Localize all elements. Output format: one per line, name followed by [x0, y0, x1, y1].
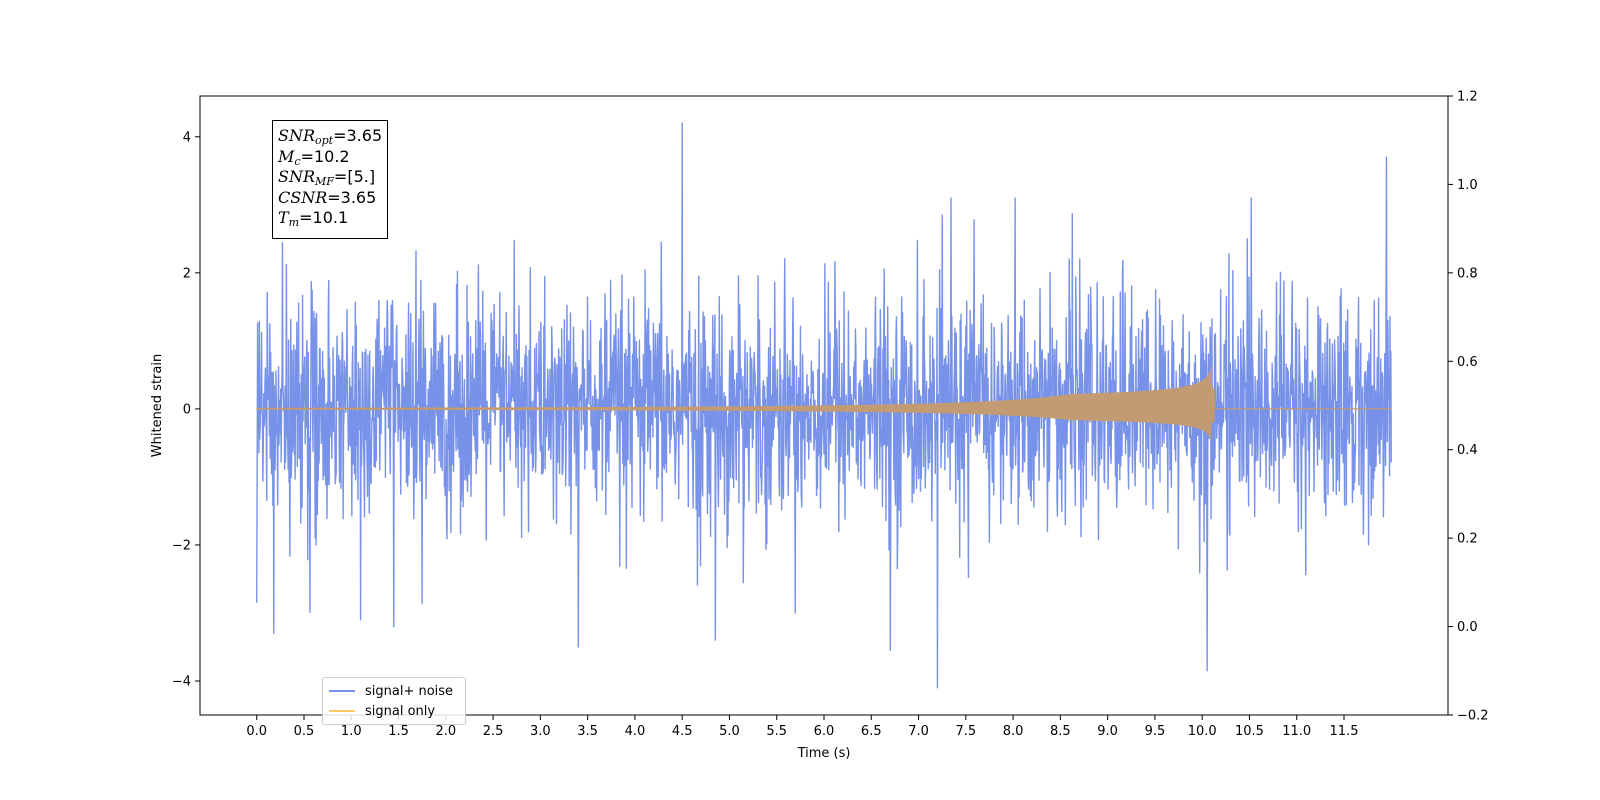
y-tick-label: −2	[172, 538, 191, 553]
y2-tick-label: 0.4	[1457, 443, 1478, 458]
y-tick-label: 0	[183, 402, 191, 417]
legend-label-signal: signal only	[365, 703, 436, 719]
x-tick-label: 10.5	[1235, 724, 1264, 739]
parameters-annotation-box: SNRopt=3.65 Mc=10.2 SNRMF=[5.] CSNR=3.65…	[272, 120, 388, 239]
x-tick-label: 4.5	[672, 724, 693, 739]
x-tick-label: 8.5	[1050, 724, 1071, 739]
y-tick-label: 2	[183, 266, 191, 281]
merger-time-line: Tm=10.1	[278, 208, 349, 230]
y-axis-label: Whitened strain	[150, 354, 165, 457]
legend-swatch-signal	[329, 710, 355, 712]
legend-label-noise: signal+ noise	[365, 683, 454, 699]
x-tick-label: 0.5	[294, 724, 315, 739]
y2-tick-label: 0.2	[1457, 532, 1478, 547]
y2-tick-label: 1.0	[1457, 178, 1478, 193]
plot-area	[256, 122, 1392, 689]
x-tick-label: 1.0	[341, 724, 362, 739]
x-tick-label: 10.0	[1188, 724, 1217, 739]
csnr-line: CSNR=3.65	[278, 187, 377, 207]
x-tick-label: 9.0	[1097, 724, 1118, 739]
y-tick-label: −4	[172, 674, 191, 689]
legend: signal+ noise signal only	[322, 677, 466, 725]
legend-entry-signal: signal only	[329, 701, 465, 721]
x-axis-label: Time (s)	[797, 746, 851, 761]
y2-tick-label: 0.6	[1457, 355, 1478, 370]
x-tick-label: 6.0	[814, 724, 835, 739]
y2-tick-label: −0.2	[1457, 709, 1489, 724]
x-tick-label: 7.0	[908, 724, 929, 739]
x-tick-label: 9.5	[1145, 724, 1166, 739]
x-tick-label: 11.5	[1330, 724, 1359, 739]
snr-mf-line: SNRMF=[5.]	[278, 167, 376, 189]
x-tick-label: 6.5	[861, 724, 882, 739]
series-signal-only	[256, 366, 1392, 440]
x-tick-label: 4.0	[625, 724, 646, 739]
x-tick-label: 7.5	[955, 724, 976, 739]
legend-swatch-noise	[329, 690, 355, 692]
x-tick-label: 0.0	[246, 724, 267, 739]
x-tick-label: 3.0	[530, 724, 551, 739]
axes: 0.0 0.5 1.0 1.5 2.0 2.5 3.0 3.5 4.0 4.5 5.0 5.5 6.0 6…	[172, 90, 1489, 740]
x-tick-label: 11.0	[1282, 724, 1311, 739]
y2-tick-label: 0.8	[1457, 266, 1478, 281]
x-tick-label: 1.5	[388, 724, 409, 739]
snr-opt-line: SNRopt=3.65	[278, 126, 383, 147]
y-tick-label: 4	[183, 130, 191, 145]
x-tick-label: 2.5	[483, 724, 504, 739]
signal-only-line	[256, 366, 1392, 440]
y2-tick-label: 1.2	[1457, 90, 1478, 105]
legend-entry-noise: signal+ noise	[329, 681, 465, 701]
x-tick-label: 5.5	[766, 724, 787, 739]
chirp-mass-line: Mc=10.2	[278, 146, 350, 168]
x-tick-label: 2.0	[435, 724, 456, 739]
y2-tick-label: 0.0	[1457, 620, 1478, 635]
x-tick-label: 8.0	[1003, 724, 1024, 739]
x-tick-label: 3.5	[577, 724, 598, 739]
x-tick-label: 5.0	[719, 724, 740, 739]
